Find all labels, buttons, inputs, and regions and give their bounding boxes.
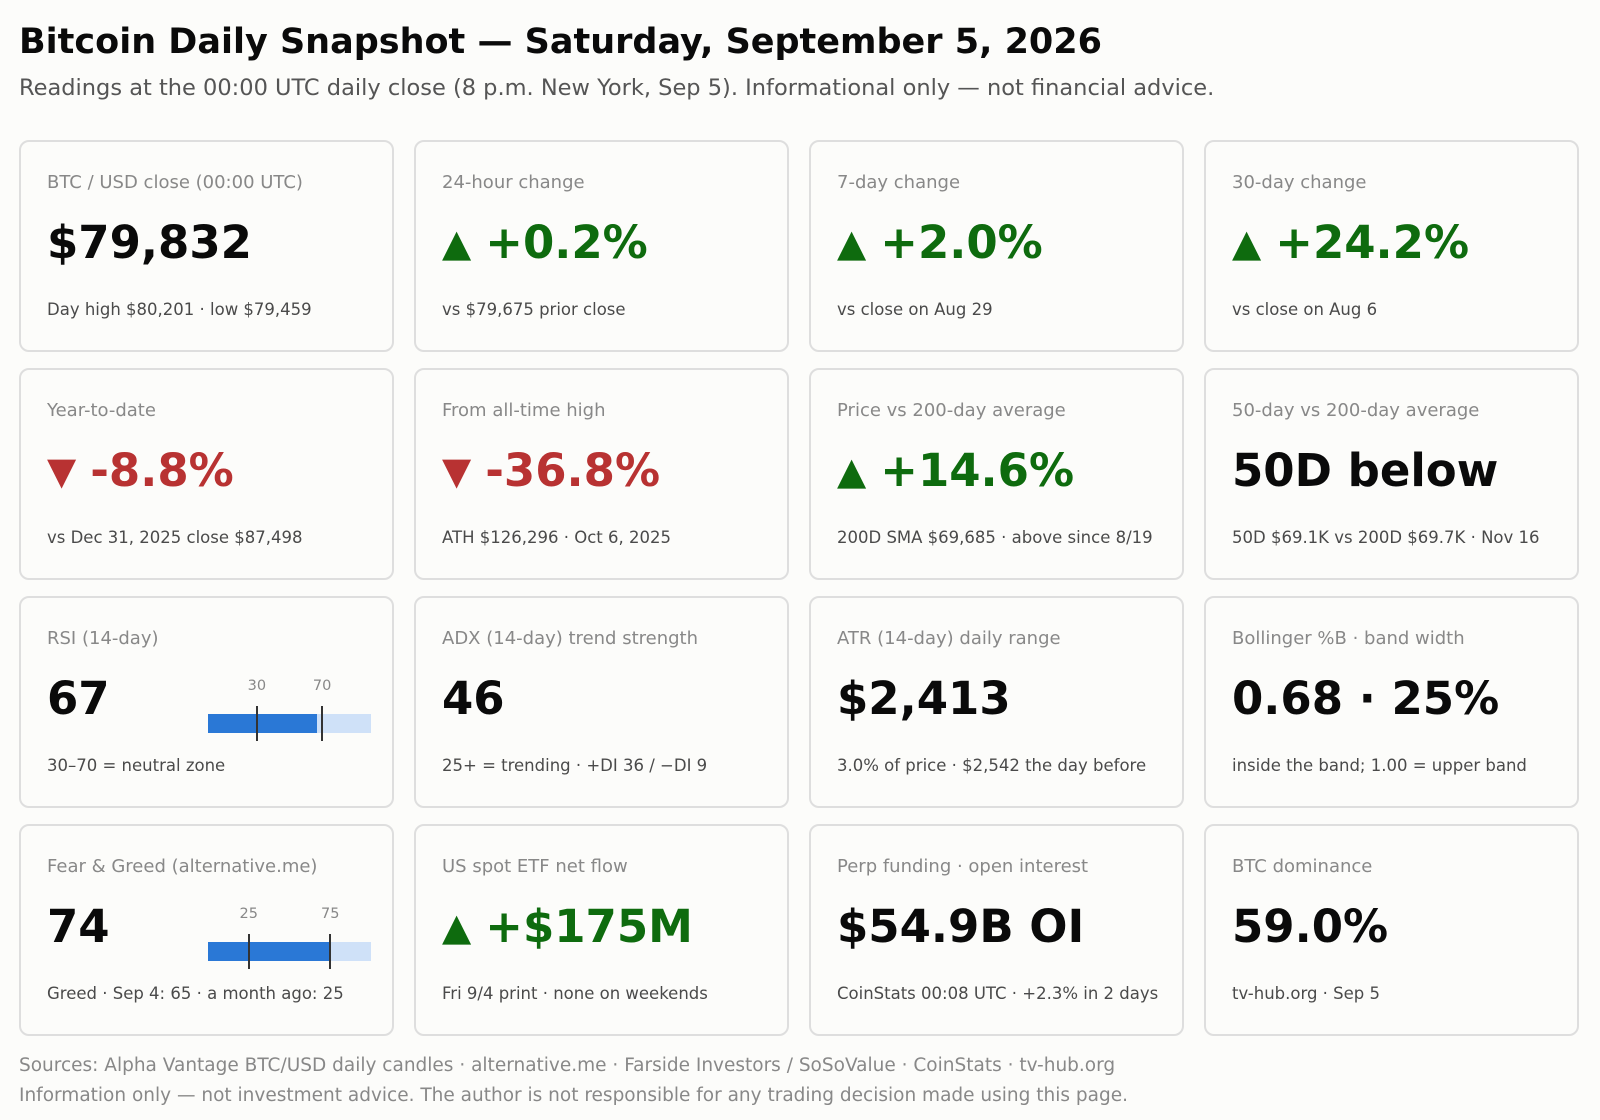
card-year-to-date: Year-to-date ▼ -8.8% vs Dec 31, 2025 clos… [19,368,394,580]
card-label: Perp funding · open interest [837,856,1089,877]
card-24h-change: 24-hour change ▲ +0.2% vs $79,675 prior c… [414,140,789,352]
card-value: 50D below [1232,444,1499,497]
up-arrow-icon: ▲ [442,905,472,949]
card-note: tv-hub.org · Sep 5 [1232,984,1381,1003]
card-note: 25+ = trending · +DI 36 / −DI 9 [442,756,708,775]
card-label: ADX (14-day) trend strength [442,628,699,649]
metrics-grid: BTC / USD close (00:00 UTC) $79,832 Day … [19,140,1579,1036]
card-bollinger: Bollinger %B · band width 0.68 · 25% ins… [1204,596,1579,808]
card-value-text: +14.6% [880,444,1075,497]
gauge-fill [208,714,318,733]
card-label: 30-day change [1232,172,1367,193]
card-label: RSI (14-day) [47,628,159,649]
card-value-text: +$175M [485,900,693,953]
card-value: $79,832 [47,216,252,269]
gauge-high-tick [329,934,332,969]
card-note: vs close on Aug 6 [1232,300,1378,319]
card-value: 0.68 · 25% [1232,672,1500,725]
card-note: 3.0% of price · $2,542 the day before [837,756,1147,775]
card-label: Fear & Greed (alternative.me) [47,856,318,877]
card-note: ATH $126,296 · Oct 6, 2025 [442,528,671,547]
card-note: 30–70 = neutral zone [47,756,226,775]
gauge-low-label: 30 [247,678,267,694]
card-note: 50D $69.1K vs 200D $69.7K · Nov 16 [1232,528,1540,547]
card-30d-change: 30-day change ▲ +24.2% vs close on Aug 6 [1204,140,1579,352]
down-arrow-icon: ▼ [442,449,472,493]
up-arrow-icon: ▲ [837,221,867,265]
down-arrow-icon: ▼ [47,449,77,493]
card-7d-change: 7-day change ▲ +2.0% vs close on Aug 29 [809,140,1184,352]
card-value: ▲ +24.2% [1232,216,1469,270]
card-label: Bollinger %B · band width [1232,628,1465,649]
card-price-vs-200d: Price vs 200-day average ▲ +14.6% 200D SM… [809,368,1184,580]
card-value: 46 [442,672,505,725]
footer-disclaimer: Information only — not investment advice… [19,1085,1128,1106]
card-label: ATR (14-day) daily range [837,628,1061,649]
card-value: $54.9B OI [837,900,1085,953]
card-label: US spot ETF net flow [442,856,628,877]
card-value: ▲ +14.6% [837,444,1074,498]
gauge-low-tick [247,934,250,969]
page-subtitle: Readings at the 00:00 UTC daily close (8… [19,75,1215,101]
card-btc-dominance: BTC dominance 59.0% tv-hub.org · Sep 5 [1204,824,1579,1036]
card-note: CoinStats 00:08 UTC · +2.3% in 2 days [837,984,1159,1003]
card-note: Fri 9/4 print · none on weekends [442,984,708,1003]
card-rsi: RSI (14-day) 67 30 70 30–70 = neutral zo… [19,596,394,808]
card-value-text: -36.8% [485,444,661,497]
gauge-low-label: 25 [239,906,258,922]
card-perp-oi: Perp funding · open interest $54.9B OI C… [809,824,1184,1036]
card-value-text: +0.2% [485,216,648,269]
card-label: BTC dominance [1232,856,1373,877]
gauge-high-label: 70 [312,678,332,694]
gauge-low-tick [255,706,258,741]
card-value-text: +24.2% [1275,216,1470,269]
card-label: 24-hour change [442,172,585,193]
card-value: ▲ +$175M [442,900,693,954]
card-adx: ADX (14-day) trend strength 46 25+ = tre… [414,596,789,808]
gauge-high-tick [321,706,324,741]
up-arrow-icon: ▲ [837,449,867,493]
card-50d-vs-200d: 50-day vs 200-day average 50D below 50D … [1204,368,1579,580]
card-label: Year-to-date [47,400,156,421]
card-label: From all-time high [442,400,606,421]
card-etf-flow: US spot ETF net flow ▲ +$175M Fri 9/4 pri… [414,824,789,1036]
card-label: 7-day change [837,172,961,193]
rsi-gauge: 30 70 [208,676,371,741]
card-value: 67 [47,672,110,725]
up-arrow-icon: ▲ [442,221,472,265]
up-arrow-icon: ▲ [1232,221,1262,265]
card-fear-greed: Fear & Greed (alternative.me) 74 25 75 G… [19,824,394,1036]
card-note: vs $79,675 prior close [442,300,626,319]
card-value: 74 [47,900,110,953]
card-value: ▲ +0.2% [442,216,648,270]
card-btc-close: BTC / USD close (00:00 UTC) $79,832 Day … [19,140,394,352]
card-value-text: -8.8% [90,444,234,497]
card-note: vs Dec 31, 2025 close $87,498 [47,528,303,547]
card-value: ▼ -8.8% [47,444,234,498]
gauge-fill [208,942,329,961]
card-label: 50-day vs 200-day average [1232,400,1480,421]
card-note: Greed · Sep 4: 65 · a month ago: 25 [47,984,344,1003]
footer-sources: Sources: Alpha Vantage BTC/USD daily can… [19,1055,1116,1076]
card-note: vs close on Aug 29 [837,300,993,319]
card-value: ▼ -36.8% [442,444,660,498]
gauge-high-label: 75 [321,906,340,922]
fear-greed-gauge: 25 75 [208,904,371,969]
card-note: inside the band; 1.00 = upper band [1232,756,1527,775]
card-value: $2,413 [837,672,1011,725]
page-title: Bitcoin Daily Snapshot — Saturday, Septe… [19,22,1102,62]
card-from-ath: From all-time high ▼ -36.8% ATH $126,296 … [414,368,789,580]
card-value-text: +2.0% [880,216,1043,269]
card-value: 59.0% [1232,900,1389,953]
card-note: 200D SMA $69,685 · above since 8/19 [837,528,1153,547]
card-label: Price vs 200-day average [837,400,1066,421]
card-atr: ATR (14-day) daily range $2,413 3.0% of … [809,596,1184,808]
card-value: ▲ +2.0% [837,216,1043,270]
card-note: Day high $80,201 · low $79,459 [47,300,312,319]
card-label: BTC / USD close (00:00 UTC) [47,172,303,193]
